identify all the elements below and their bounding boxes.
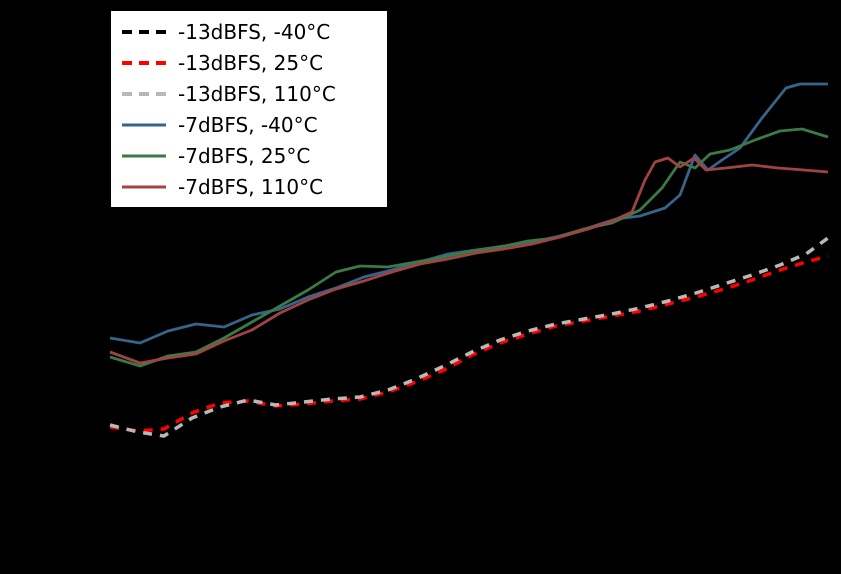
series-line	[109, 227, 830, 435]
legend-item-label: -7dBFS, 110°C	[178, 174, 324, 199]
legend-swatch-line	[122, 154, 166, 157]
legend-item-label: -13dBFS, 25°C	[178, 50, 324, 75]
legend-item: -7dBFS, 25°C	[121, 141, 377, 170]
legend-swatch-line	[122, 91, 166, 96]
legend-item: -13dBFS, 110°C	[121, 79, 377, 108]
legend-swatch-line	[122, 185, 166, 188]
legend-item-label: -7dBFS, 25°C	[178, 143, 311, 168]
legend-item-label: -13dBFS, -40°C	[178, 19, 331, 44]
series-line	[109, 236, 830, 438]
series-line	[109, 156, 829, 365]
legend-item: -13dBFS, 25°C	[121, 48, 377, 77]
legend-swatch-line	[122, 60, 166, 65]
series-line	[109, 254, 829, 433]
legend-item-label: -7dBFS, -40°C	[178, 112, 318, 137]
legend: -13dBFS, -40°C -13dBFS, 25°C -13dBFS, 11…	[110, 10, 388, 208]
legend-swatch-line	[122, 123, 166, 126]
legend-item: -13dBFS, -40°C	[121, 17, 377, 46]
series-line	[109, 127, 829, 368]
legend-item: -7dBFS, 110°C	[121, 172, 377, 201]
legend-item-label: -13dBFS, 110°C	[178, 81, 336, 106]
legend-item: -7dBFS, -40°C	[121, 110, 377, 139]
legend-swatch-line	[122, 29, 166, 34]
